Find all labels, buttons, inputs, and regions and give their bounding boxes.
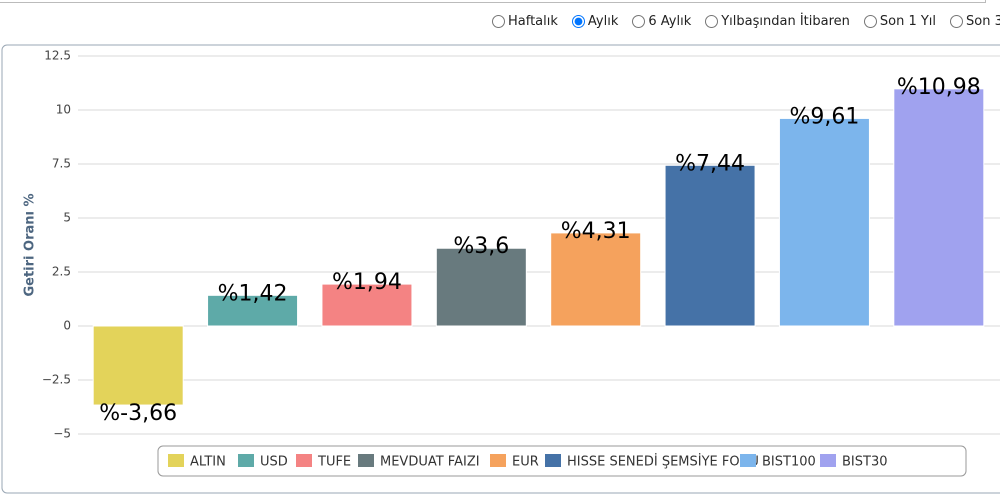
value-label: %7,44 [675, 151, 745, 176]
value-label: %-3,66 [99, 401, 177, 426]
legend-label: ALTIN [190, 455, 226, 470]
legend-swatch [296, 454, 312, 467]
legend-label: BIST100 [762, 455, 816, 470]
legend-swatch [820, 454, 836, 467]
search-input[interactable] [0, 0, 986, 3]
radio-button[interactable] [705, 15, 719, 28]
bar [893, 88, 985, 327]
period-option[interactable]: Aylık [571, 14, 619, 29]
value-label: %4,31 [561, 219, 631, 244]
y-tick-label: 0 [63, 319, 71, 333]
period-option[interactable]: Haftalık [492, 14, 558, 29]
y-tick-label: 10 [56, 103, 71, 117]
legend-swatch [168, 454, 184, 467]
y-tick-label: 2.5 [52, 265, 71, 279]
bar [550, 232, 642, 327]
legend-label: HISSE SENEDİ ŞEMSİYE FONU [567, 454, 759, 470]
value-label: %9,61 [789, 104, 859, 129]
radio-button[interactable] [492, 15, 505, 28]
y-tick-label: −5 [53, 427, 71, 441]
period-option[interactable]: Son 3 Yıl [950, 14, 1000, 29]
y-tick-label: 7.5 [52, 157, 71, 171]
legend-label: USD [260, 455, 288, 470]
option-label: Yılbaşından İtibaren [721, 14, 850, 29]
period-option[interactable]: Son 1 Yıl [863, 14, 937, 29]
period-selector: Haftalık Aylık 6 Aylık Yılbaşından İtibaren… [492, 14, 1000, 32]
legend-label: TUFE [317, 455, 351, 470]
option-label: Son 3 Yıl [966, 14, 1000, 29]
radio-button[interactable] [632, 15, 646, 28]
value-label: %1,42 [218, 281, 288, 306]
period-option[interactable]: 6 Aylık [632, 14, 691, 29]
option-label: Son 1 Yıl [879, 14, 937, 29]
bar [664, 164, 756, 327]
bar [207, 294, 299, 327]
radio-button[interactable] [863, 15, 877, 28]
legend-swatch [490, 454, 506, 467]
period-option[interactable]: Yılbaşından İtibaren [705, 14, 850, 29]
y-axis-title: Getiri Oranı % [23, 193, 38, 296]
y-tick-label: 12.5 [44, 49, 71, 63]
legend-label: MEVDUAT FAIZI [380, 455, 480, 470]
y-tick-label: 5 [63, 211, 71, 225]
value-label: %10,98 [897, 75, 981, 100]
legend-label: BIST30 [842, 455, 888, 470]
legend-swatch [545, 454, 561, 467]
legend-label: EUR [512, 455, 539, 470]
value-label: %1,94 [332, 270, 402, 295]
legend-swatch [740, 454, 756, 467]
option-label: Aylık [587, 14, 619, 29]
option-label: 6 Aylık [648, 14, 692, 29]
bar [321, 283, 413, 327]
chart-frame [1, 44, 1000, 494]
radio-button[interactable] [950, 15, 964, 28]
legend-box [157, 445, 967, 477]
value-label: %3,6 [453, 234, 509, 259]
option-label: Haftalık [508, 14, 558, 29]
radio-button[interactable] [571, 15, 585, 28]
bar [435, 247, 527, 327]
legend-swatch [358, 454, 374, 467]
legend-swatch [238, 454, 254, 467]
bar [778, 117, 870, 327]
y-tick-label: −2.5 [42, 373, 71, 387]
bar [92, 325, 184, 406]
